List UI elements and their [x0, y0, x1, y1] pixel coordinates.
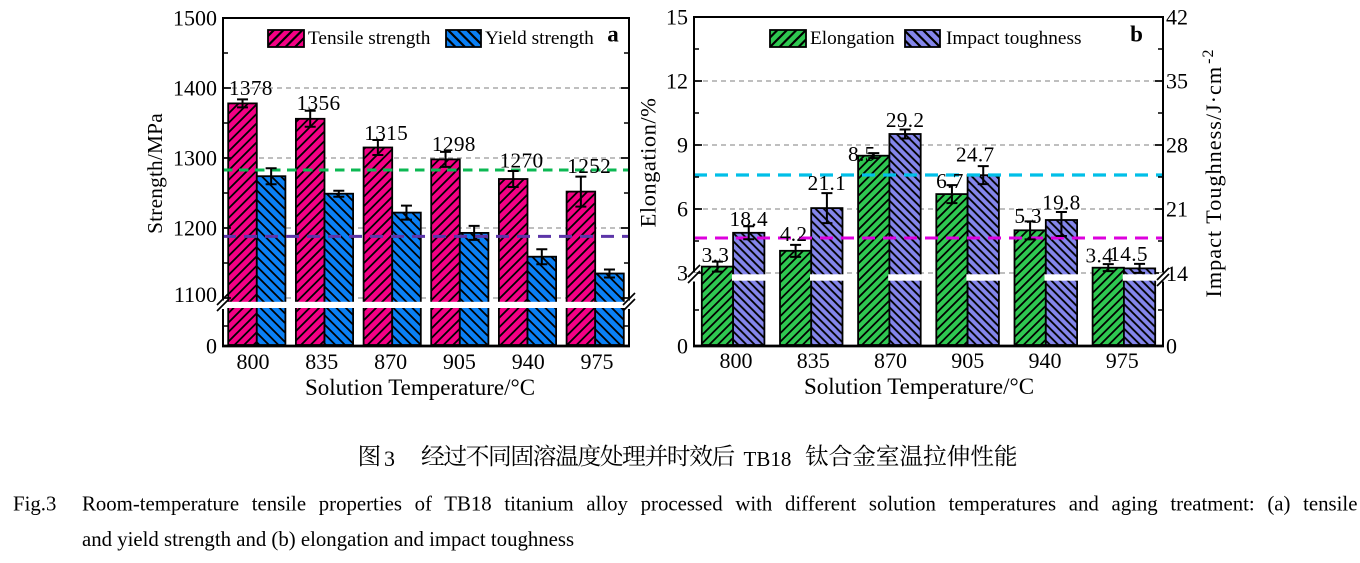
svg-text:1315: 1315 [364, 121, 408, 145]
svg-text:Strength/MPa: Strength/MPa [143, 113, 167, 234]
svg-text:0: 0 [1166, 334, 1177, 359]
svg-text:Solution Temperature/°C: Solution Temperature/°C [804, 374, 1034, 399]
svg-text:Impact toughness: Impact toughness [946, 28, 1081, 49]
svg-text:b: b [1130, 22, 1143, 47]
svg-text:3: 3 [677, 260, 688, 285]
svg-text:905: 905 [443, 349, 476, 374]
svg-text:1298: 1298 [432, 132, 476, 156]
svg-text:24.7: 24.7 [956, 143, 995, 167]
svg-text:1400: 1400 [173, 75, 217, 100]
svg-text:21.1: 21.1 [808, 171, 846, 195]
svg-text:14: 14 [1166, 261, 1188, 286]
svg-text:28: 28 [1166, 132, 1188, 157]
svg-text:Room-temperature tensile prope: Room-temperature tensile properties of T… [82, 493, 1357, 516]
svg-text:a: a [607, 22, 619, 47]
svg-text:15: 15 [666, 4, 688, 29]
svg-text:5.3: 5.3 [1014, 204, 1042, 228]
svg-text:6.7: 6.7 [936, 169, 964, 193]
svg-text:1200: 1200 [173, 215, 217, 240]
svg-text:Elongation/%: Elongation/% [636, 98, 661, 228]
svg-text:Tensile strength: Tensile strength [308, 28, 431, 49]
svg-text:3.3: 3.3 [702, 243, 730, 267]
svg-text:1270: 1270 [500, 149, 544, 173]
svg-text:835: 835 [797, 348, 830, 373]
svg-text:0: 0 [677, 334, 688, 359]
svg-text:42: 42 [1166, 4, 1188, 29]
svg-text:870: 870 [374, 349, 407, 374]
svg-text:1100: 1100 [174, 282, 217, 307]
svg-text:1500: 1500 [173, 5, 217, 30]
svg-text:6: 6 [677, 196, 688, 221]
svg-text:835: 835 [305, 349, 338, 374]
svg-text:21: 21 [1166, 196, 1188, 221]
svg-text:940: 940 [512, 349, 545, 374]
svg-text:29.2: 29.2 [886, 108, 924, 132]
svg-text:and yield strength and (b) elo: and yield strength and (b) elongation an… [82, 528, 574, 551]
svg-text:800: 800 [720, 348, 753, 373]
svg-text:0: 0 [206, 334, 217, 359]
svg-text:14.5: 14.5 [1109, 242, 1147, 266]
svg-text:1356: 1356 [297, 91, 341, 115]
svg-text:35: 35 [1166, 68, 1188, 93]
svg-text:1300: 1300 [173, 145, 217, 170]
svg-text:975: 975 [1106, 348, 1139, 373]
svg-text:870: 870 [874, 348, 907, 373]
svg-text:Impact Toughness/J·cm-2: Impact Toughness/J·cm-2 [1200, 49, 1226, 298]
svg-text:3: 3 [384, 446, 395, 471]
svg-text:975: 975 [581, 349, 614, 374]
svg-text:Yield strength: Yield strength [485, 28, 594, 49]
svg-text:19.8: 19.8 [1042, 191, 1080, 215]
svg-text:800: 800 [237, 349, 270, 374]
svg-text:12: 12 [666, 68, 688, 93]
svg-text:4.2: 4.2 [780, 222, 808, 246]
svg-text:905: 905 [951, 348, 984, 373]
svg-text:18.4: 18.4 [729, 207, 768, 231]
svg-text:1252: 1252 [567, 154, 611, 178]
svg-text:8.5: 8.5 [848, 142, 876, 166]
svg-text:3.4: 3.4 [1086, 244, 1114, 268]
svg-text:Elongation: Elongation [810, 28, 895, 49]
svg-text:1378: 1378 [229, 76, 273, 100]
svg-text:TB18: TB18 [744, 447, 792, 471]
svg-text:940: 940 [1029, 348, 1062, 373]
svg-text:Fig.3: Fig.3 [13, 493, 56, 516]
svg-text:Solution Temperature/°C: Solution Temperature/°C [305, 375, 535, 400]
svg-text:9: 9 [677, 132, 688, 157]
